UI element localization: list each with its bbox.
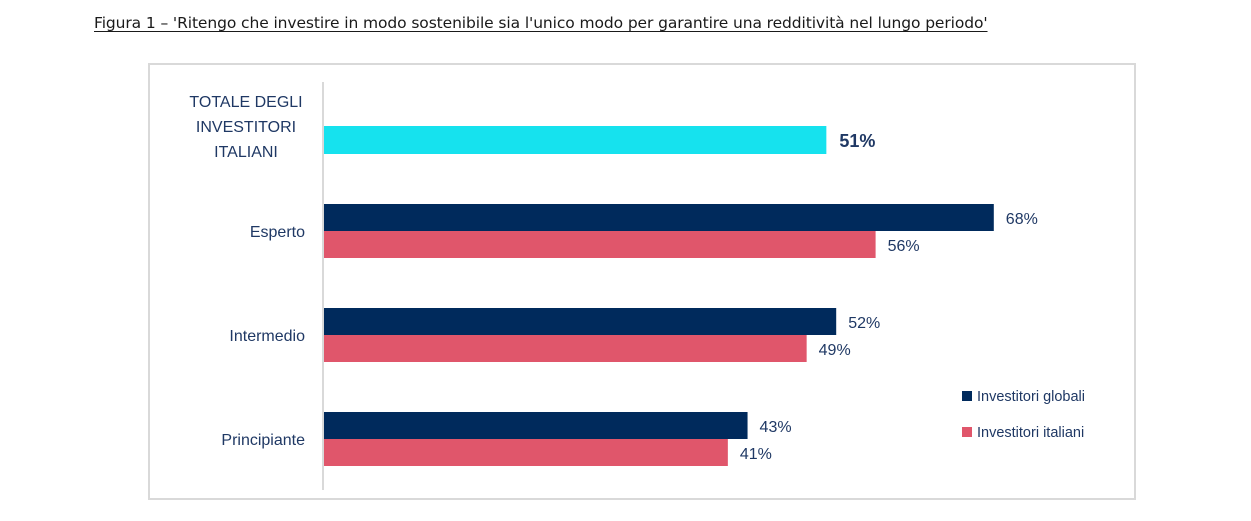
bar-principiante-italiani — [324, 439, 728, 466]
bar-intermedio-italiani — [324, 335, 807, 362]
figure-title: Figura 1 – 'Ritengo che investire in mod… — [94, 14, 988, 32]
legend-swatch-globali — [962, 391, 972, 401]
bar-esperto-italiani — [324, 231, 876, 258]
category-label-total: INVESTITORI — [196, 119, 296, 136]
legend: Investitori globali Investitori italiani — [962, 389, 1085, 441]
data-label: 49% — [819, 342, 851, 359]
legend-label: Investitori italiani — [977, 425, 1084, 441]
category-label-intermedio: Intermedio — [229, 328, 305, 345]
bar-esperto-globali — [324, 204, 994, 231]
data-label: 43% — [760, 419, 792, 436]
category-label-principiante: Principiante — [221, 432, 305, 449]
legend-swatch-italiani — [962, 427, 972, 437]
data-label-total: 51% — [839, 131, 875, 151]
data-label: 68% — [1006, 211, 1038, 228]
data-label: 52% — [848, 315, 880, 332]
data-label: 56% — [888, 238, 920, 255]
bar-principiante-globali — [324, 412, 748, 439]
bar-intermedio-globali — [324, 308, 837, 335]
legend-label: Investitori globali — [977, 389, 1085, 405]
category-label-esperto: Esperto — [250, 224, 305, 241]
bar-total — [324, 126, 827, 154]
data-label: 41% — [740, 446, 772, 463]
category-label-total: TOTALE DEGLI — [189, 94, 302, 111]
category-label-total: ITALIANI — [214, 144, 278, 161]
